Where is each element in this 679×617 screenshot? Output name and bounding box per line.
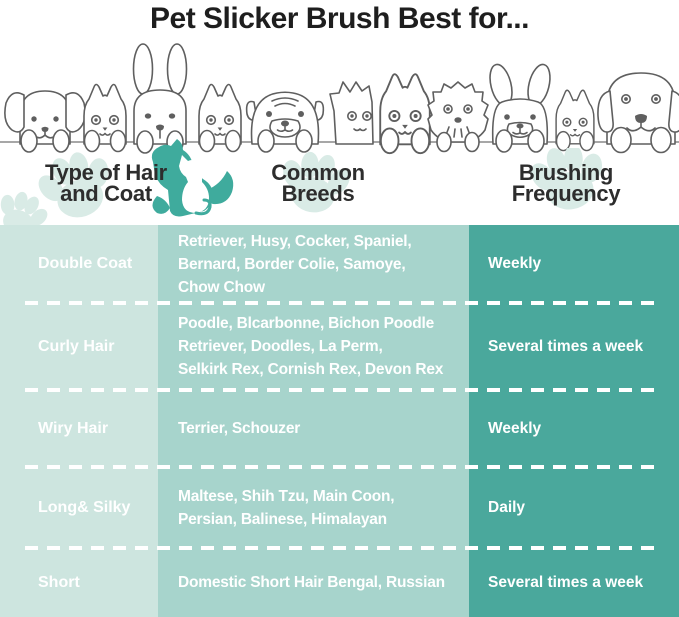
pug-icon <box>245 91 325 153</box>
dog-cat-silhouette-icon <box>151 139 234 217</box>
header-frequency-line1: Brushing <box>518 160 614 185</box>
cell-frequency: Weekly <box>469 225 679 303</box>
row-divider <box>25 301 655 305</box>
cat-icon <box>379 73 431 155</box>
header-breeds-line2: Breeds <box>281 181 355 206</box>
cell-frequency: Several times a week <box>469 548 679 617</box>
yorkshire-terrier-icon <box>427 81 489 153</box>
table-row: Double Coat Retriever, Husy, Cocker, Spa… <box>0 225 679 303</box>
table-row: Wiry Hair Terrier, Schouzer Weekly <box>0 390 679 467</box>
comparison-table: Double Coat Retriever, Husy, Cocker, Spa… <box>0 225 679 617</box>
cell-frequency: Several times a week <box>469 303 679 390</box>
cell-breeds: Retriever, Husy, Cocker, Spaniel, Bernar… <box>158 225 469 303</box>
table-row: Long& Silky Maltese, Shih Tzu, Main Coon… <box>0 467 679 548</box>
cat-icon <box>83 83 127 153</box>
header-hair-line1: Type of Hair <box>45 160 167 185</box>
cell-breeds: Maltese, Shih Tzu, Main Coon, Persian, B… <box>158 467 469 548</box>
floppy-ear-dog-icon <box>4 90 86 153</box>
cell-frequency: Weekly <box>469 390 679 467</box>
pets-illustration <box>0 43 679 155</box>
row-divider <box>25 546 655 550</box>
header-hair-type: Type of Hair and Coat <box>0 160 212 206</box>
header-frequency-line2: Frequency <box>511 181 621 206</box>
table-row: Short Domestic Short Hair Bengal, Russia… <box>0 548 679 617</box>
cell-frequency: Daily <box>469 467 679 548</box>
cell-hair-type: Wiry Hair <box>0 390 158 467</box>
cell-hair-type: Double Coat <box>0 225 158 303</box>
cell-breeds: Poodle, Blcarbonne, Bichon Poodle Retrie… <box>158 303 469 390</box>
scruffy-cat-icon <box>329 81 374 145</box>
french-bulldog-icon <box>132 43 188 154</box>
cat-icon <box>555 89 595 152</box>
row-divider <box>25 388 655 392</box>
labrador-dog-icon <box>597 72 679 154</box>
cell-breeds: Terrier, Schouzer <box>158 390 469 467</box>
french-bulldog-icon <box>489 63 551 153</box>
cell-hair-type: Long& Silky <box>0 467 158 548</box>
header-common-breeds: Common Breeds <box>212 160 424 206</box>
header-brushing-frequency: Brushing Frequency <box>460 160 672 206</box>
cell-hair-type: Curly Hair <box>0 303 158 390</box>
row-divider <box>25 465 655 469</box>
header-hair-line2: and Coat <box>60 181 152 206</box>
cell-breeds: Domestic Short Hair Bengal, Russian <box>158 548 469 617</box>
table-row: Curly Hair Poodle, Blcarbonne, Bichon Po… <box>0 303 679 390</box>
page-title: Pet Slicker Brush Best for... <box>150 2 529 35</box>
cell-hair-type: Short <box>0 548 158 617</box>
header-breeds-line1: Common <box>271 160 365 185</box>
